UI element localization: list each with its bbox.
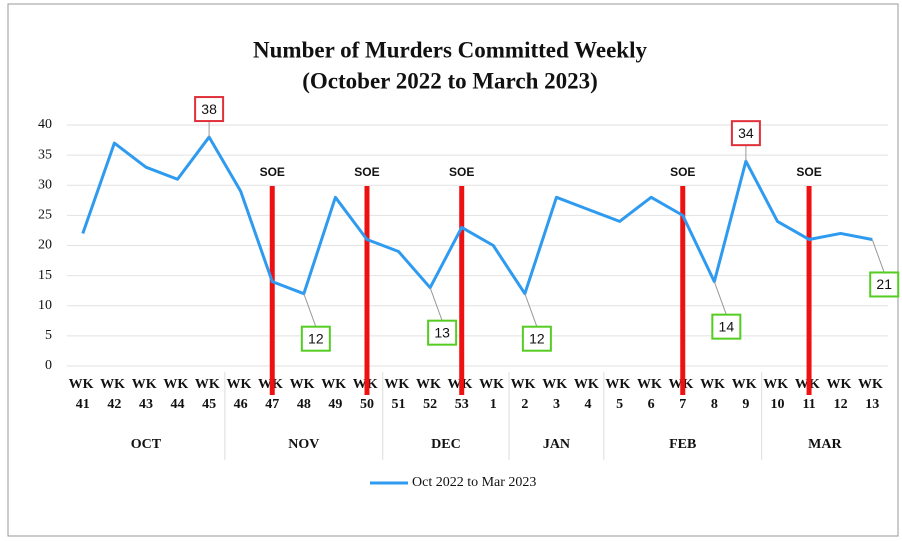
x-tick-label: WK 1 [479, 377, 507, 412]
line-series [81, 135, 873, 296]
data-label: 14 [719, 318, 735, 334]
x-tick-label: WK 48 [290, 377, 318, 412]
event-label: SOE [260, 165, 285, 179]
x-tick-label: WK 45 [195, 377, 223, 412]
month-label: NOV [288, 437, 319, 452]
y-tick-label: 30 [38, 177, 52, 192]
data-label: 34 [738, 125, 754, 141]
frame [7, 3, 899, 537]
callout-leader [871, 239, 885, 273]
month-label: FEB [669, 437, 696, 452]
callout-box [521, 325, 552, 352]
month-label: JAN [543, 437, 570, 452]
x-tick-label: WK 8 [700, 377, 728, 412]
data-label: 13 [434, 324, 450, 340]
month-label: DEC [431, 437, 461, 452]
y-tick-label: 5 [45, 328, 52, 343]
y-tick-label: 25 [38, 208, 52, 223]
x-tick-label: WK 10 [763, 377, 791, 412]
x-tick-label: WK 3 [542, 377, 570, 412]
x-tick-label: WK 44 [163, 377, 191, 412]
x-tick-label: WK 41 [69, 377, 97, 412]
legend-label: Oct 2022 to Mar 2023 [412, 475, 536, 490]
x-tick-label: WK 9 [732, 377, 760, 412]
x-tick-label: WK 49 [321, 377, 349, 412]
y-tick-label: 20 [38, 238, 52, 253]
month-label: MAR [808, 437, 842, 452]
data-label: 12 [529, 330, 545, 346]
x-tick-label: WK 42 [100, 377, 128, 412]
event-label: SOE [449, 165, 474, 179]
x-tick-label: WK 51 [384, 377, 412, 412]
x-tick-label: WK 6 [637, 377, 665, 412]
callout-leader [303, 293, 317, 327]
data-label: 21 [876, 276, 892, 292]
x-tick-label: WK 5 [605, 377, 633, 412]
event-label: SOE [354, 165, 379, 179]
callout-box [300, 325, 331, 352]
y-tick-label: 35 [38, 147, 52, 162]
y-tick-label: 15 [38, 268, 52, 283]
callout-box [730, 120, 761, 147]
callout-leader [713, 281, 727, 315]
chart-subtitle: (October 2022 to March 2023) [302, 68, 598, 93]
x-tick-label: WK 13 [858, 377, 886, 412]
callout-leader [429, 287, 443, 321]
y-tick-label: 40 [38, 117, 52, 132]
data-label: 12 [308, 330, 324, 346]
x-tick-label: WK 4 [574, 377, 602, 412]
callout-box [194, 96, 225, 123]
y-tick-label: 10 [38, 298, 52, 313]
event-label: SOE [670, 165, 695, 179]
data-label: 38 [201, 101, 217, 117]
x-tick-label: WK 12 [826, 377, 854, 412]
x-tick-label: WK 43 [132, 377, 160, 412]
callout-box [711, 313, 742, 340]
callout-leader [524, 293, 538, 327]
x-tick-label: WK 46 [226, 377, 254, 412]
x-tick-label: WK 2 [511, 377, 539, 412]
event-label: SOE [796, 165, 821, 179]
x-tick-label: WK 52 [416, 377, 444, 412]
y-tick-label: 0 [45, 358, 52, 373]
month-label: OCT [131, 437, 162, 452]
callout-box [427, 319, 458, 346]
chart-title: Number of Murders Committed Weekly [253, 37, 647, 62]
callout-box [869, 271, 900, 298]
